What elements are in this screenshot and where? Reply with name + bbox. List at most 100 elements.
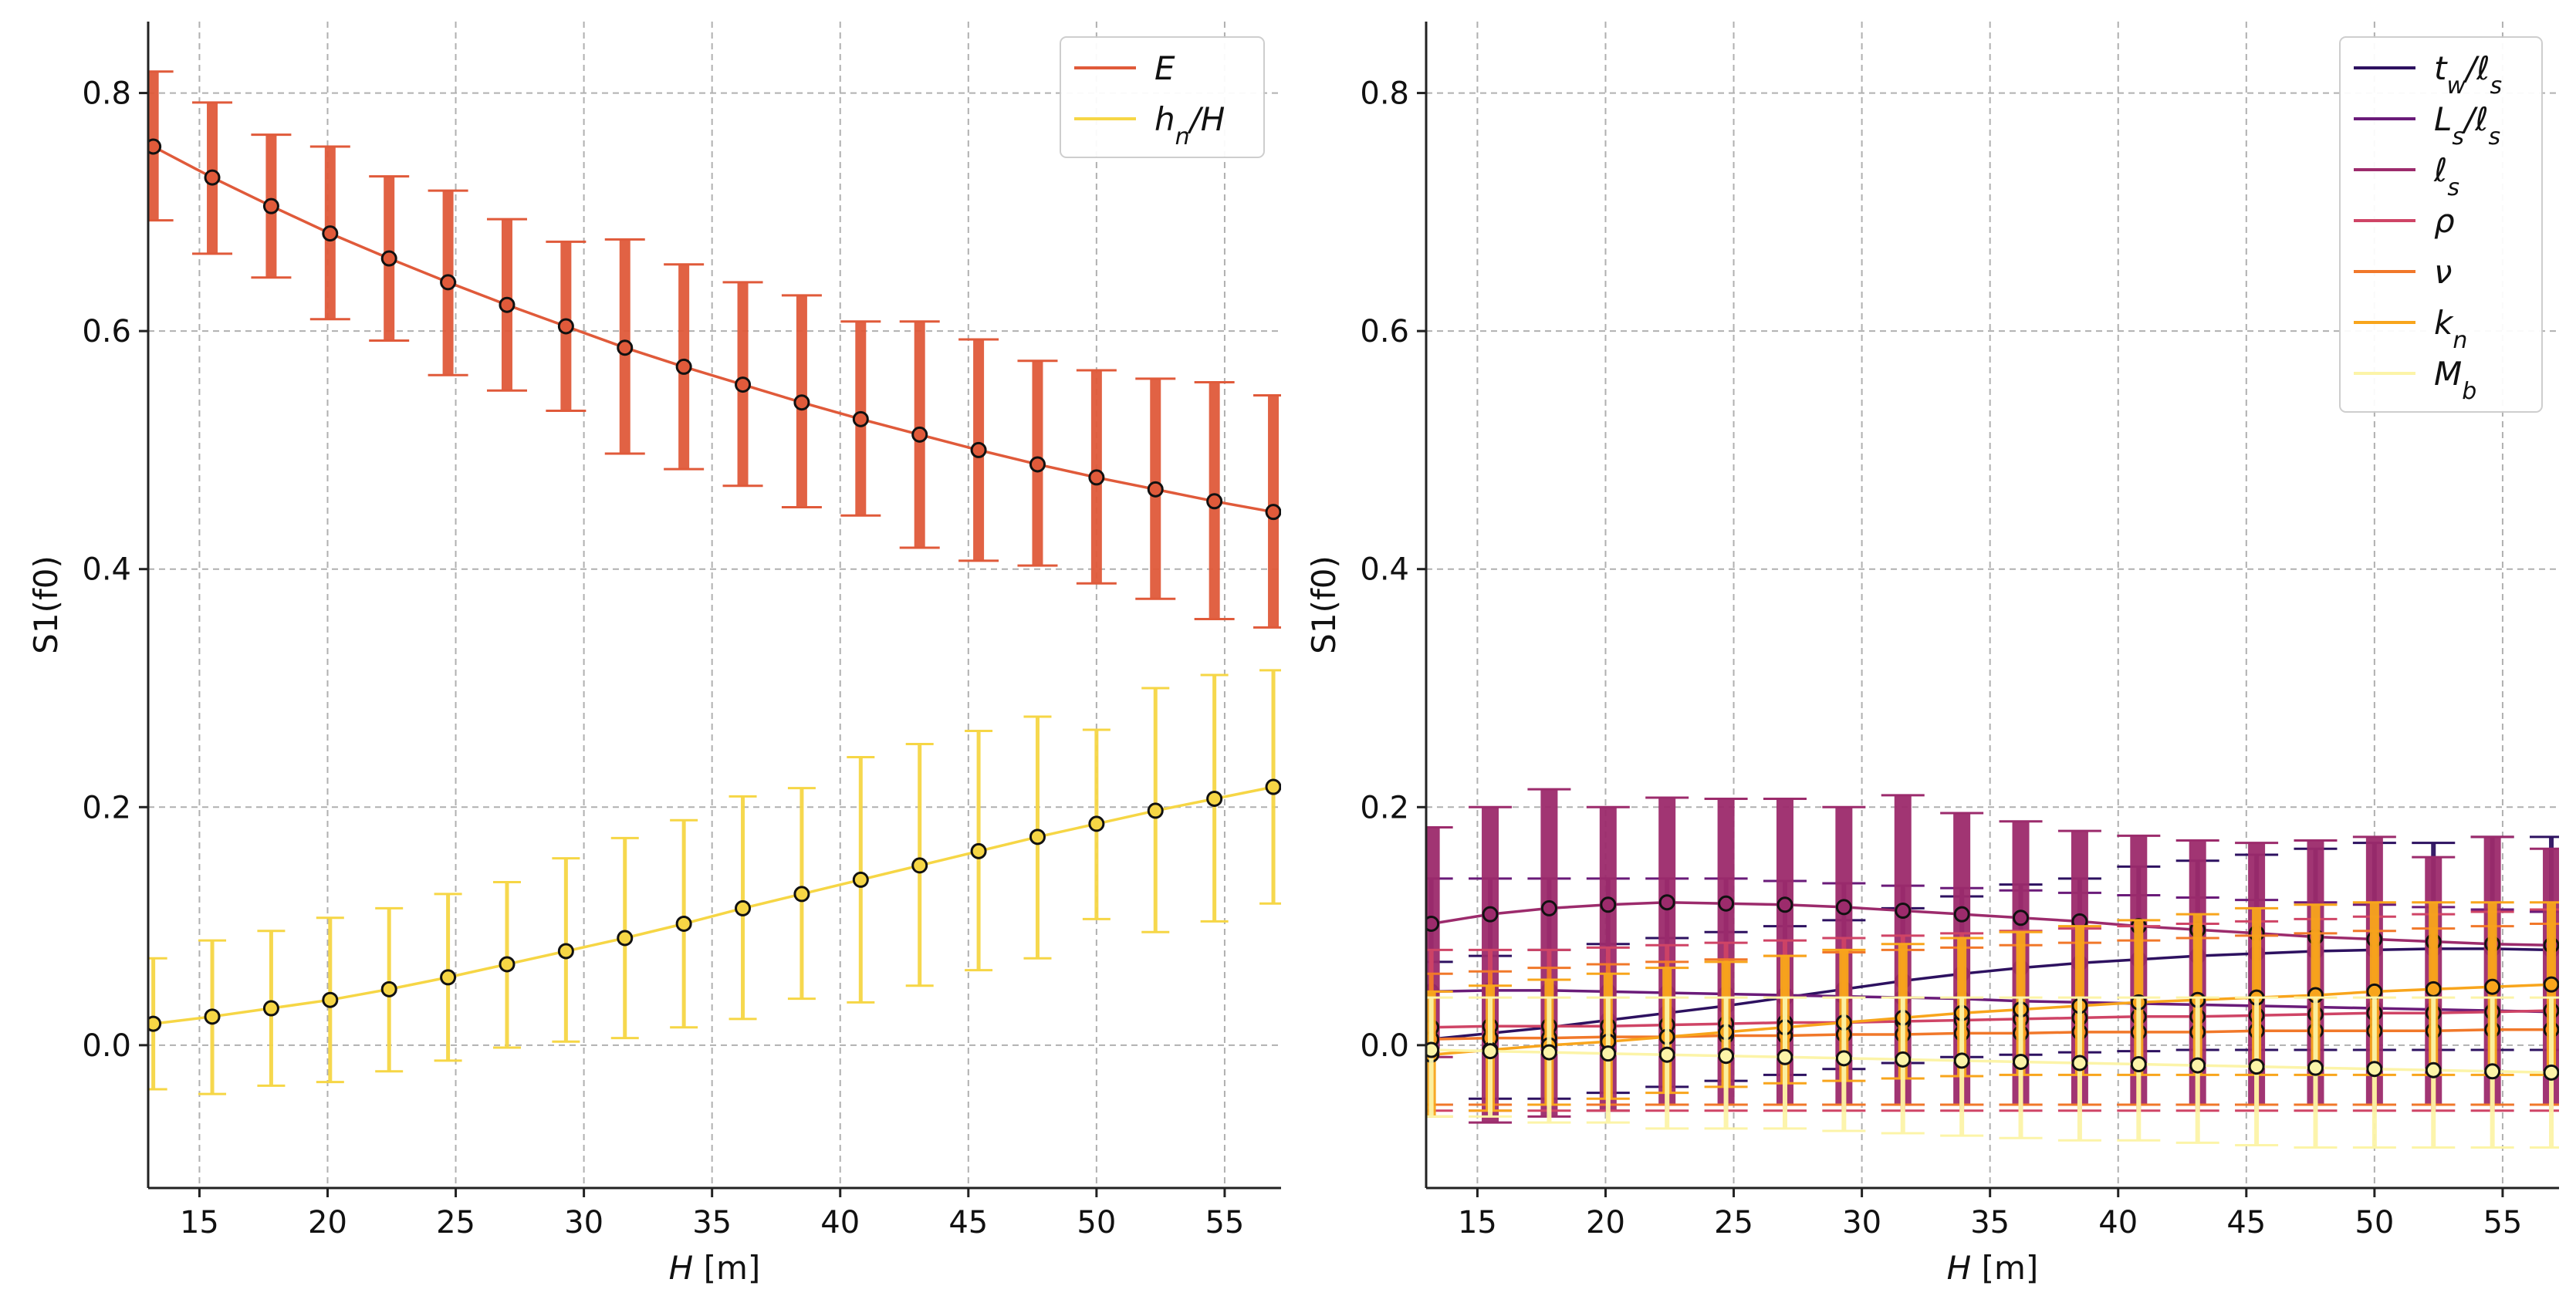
data-point <box>1895 903 1912 920</box>
legend-label: hn/H <box>1154 100 1225 150</box>
data-point <box>557 943 574 960</box>
series-7 <box>1426 996 2559 1149</box>
x-tick-label: 55 <box>2483 1205 2522 1240</box>
y-axis-label: S1(f0) <box>27 555 65 654</box>
x-tick-label: 45 <box>948 1205 988 1240</box>
x-tick-label: 45 <box>2226 1205 2266 1240</box>
y-tick-label: 0.6 <box>82 314 131 349</box>
data-point <box>499 956 516 973</box>
series-line <box>153 785 1274 1025</box>
data-point <box>2130 1056 2147 1073</box>
plot-area <box>148 70 1281 1095</box>
data-point <box>2189 1057 2206 1074</box>
legend-label: Mb <box>2434 355 2476 405</box>
panel-1: 15 20 25 30 35 40 45 50 55 0.0 0.2 0.4 0.6 0.8 H [m] S1… <box>27 22 1281 1287</box>
legend: Ehn/H <box>1060 36 1265 158</box>
x-tick-label: 35 <box>692 1205 732 1240</box>
data-point <box>380 980 397 997</box>
data-point <box>1265 504 1281 521</box>
series-line <box>1431 947 2552 1041</box>
data-point <box>148 1015 162 1032</box>
data-point <box>1088 815 1105 832</box>
plot-area <box>1426 788 2559 1149</box>
series-1 <box>148 70 1281 629</box>
data-point <box>2484 978 2501 995</box>
x-tick-label: 15 <box>1458 1205 1497 1240</box>
x-tick-label: 30 <box>1842 1205 1881 1240</box>
data-point <box>440 969 457 986</box>
y-tick-label: 0.0 <box>82 1028 131 1064</box>
data-point <box>1658 894 1675 911</box>
series-line <box>152 145 1274 514</box>
series-3 <box>1426 788 2559 1124</box>
data-point <box>1953 1052 1970 1069</box>
data-point <box>204 169 221 186</box>
data-point <box>675 358 692 375</box>
legend-label: ν <box>2434 253 2452 291</box>
data-point <box>1426 915 1440 932</box>
data-point <box>1776 1048 1793 1065</box>
data-point <box>1658 1046 1675 1063</box>
legend-label: ρ <box>2434 202 2455 240</box>
data-point <box>1206 493 1223 510</box>
series-line <box>1431 1028 2551 1041</box>
data-point <box>2484 1063 2501 1080</box>
series-1 <box>1426 835 2559 1106</box>
y-tick-label: 0.4 <box>82 552 131 588</box>
legend-label: E <box>1154 49 1175 87</box>
legend-label: ℓs <box>2433 151 2459 201</box>
data-point <box>557 318 574 335</box>
data-point <box>735 899 752 916</box>
data-point <box>852 871 869 888</box>
y-tick-label: 0.8 <box>1360 76 1409 112</box>
x-tick-label: 30 <box>564 1205 603 1240</box>
x-tick-label: 35 <box>1970 1205 2010 1240</box>
x-axis-label: H [m] <box>1947 1249 2039 1287</box>
data-point <box>735 376 752 393</box>
data-point <box>911 857 928 874</box>
x-tick-label: 55 <box>1205 1205 1244 1240</box>
data-point <box>1540 899 1557 916</box>
data-point <box>1029 456 1046 473</box>
x-tick-label: 20 <box>1586 1205 1625 1240</box>
series-line <box>1431 983 2552 1056</box>
data-point <box>204 1008 221 1025</box>
series-2 <box>148 669 1281 1095</box>
x-tick-label: 50 <box>1077 1205 1116 1240</box>
y-tick-label: 0.2 <box>82 790 131 825</box>
y-tick-label: 0.0 <box>1360 1028 1409 1064</box>
data-point <box>793 394 810 411</box>
data-point <box>2543 976 2559 993</box>
x-axis-label: H [m] <box>669 1249 761 1287</box>
panel-2: 15 20 25 30 35 40 45 50 55 0.0 0.2 0.4 0.6 0.8 H [m] S1… <box>1305 22 2559 1287</box>
data-point <box>262 1000 279 1017</box>
y-tick-label: 0.8 <box>82 76 131 112</box>
data-point <box>911 426 928 443</box>
data-point <box>793 886 810 903</box>
data-point <box>2013 1053 2030 1070</box>
data-point <box>1482 1043 1499 1060</box>
y-axis-label: S1(f0) <box>1305 555 1343 654</box>
data-point <box>1718 1048 1735 1065</box>
data-point <box>852 410 869 427</box>
y-tick-label: 0.2 <box>1360 790 1409 825</box>
x-tick-label: 15 <box>180 1205 219 1240</box>
data-point <box>440 274 457 291</box>
data-point <box>1265 778 1281 795</box>
x-tick-label: 25 <box>436 1205 475 1240</box>
data-point <box>1147 802 1164 819</box>
data-point <box>1426 1041 1440 1058</box>
x-tick-label: 40 <box>820 1205 860 1240</box>
y-tick-label: 0.6 <box>1360 314 1409 349</box>
data-point <box>148 138 162 155</box>
legend-box <box>2339 36 2543 413</box>
legend-label: Ls/ℓs <box>2434 100 2500 150</box>
data-point <box>499 296 516 313</box>
data-point <box>1895 1051 1912 1068</box>
series-line <box>1431 989 2552 1014</box>
x-tick-label: 25 <box>1714 1205 1753 1240</box>
data-point <box>1029 829 1046 845</box>
data-point <box>380 250 397 267</box>
data-point <box>2013 910 2030 926</box>
